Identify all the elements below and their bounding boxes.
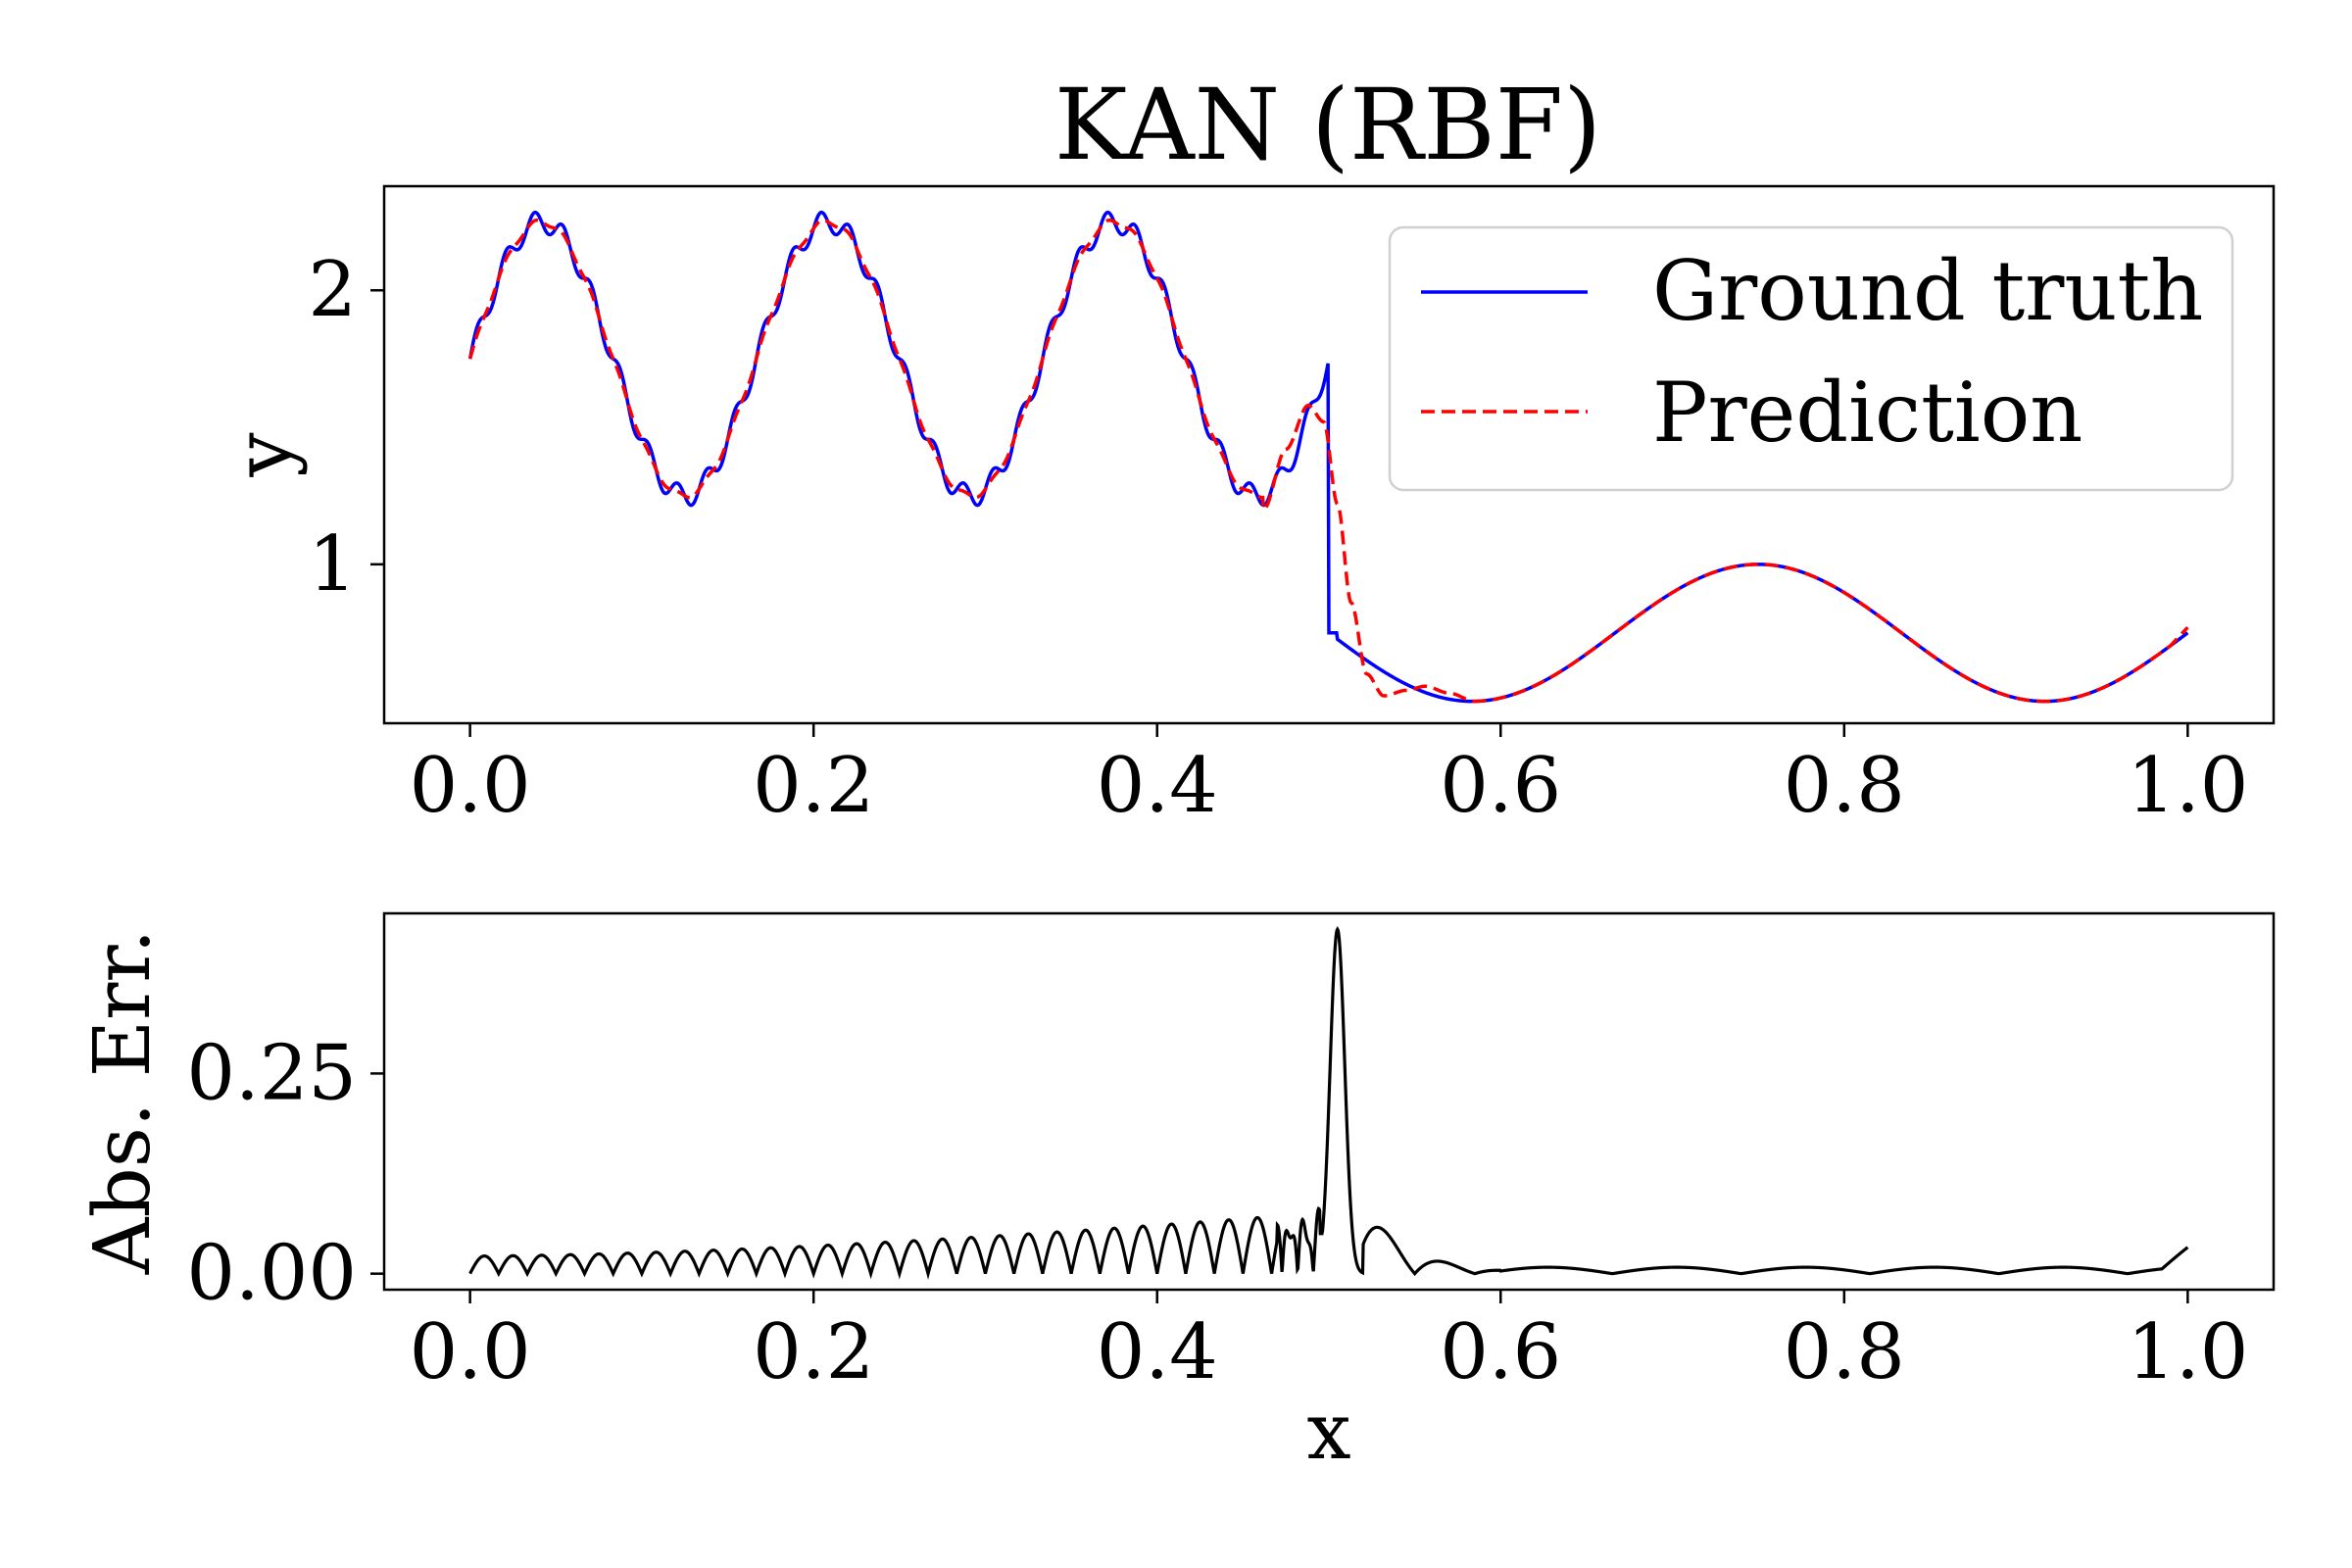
top-y-axis-label: y	[218, 432, 309, 477]
top-x-tick-label: 0.6	[1440, 742, 1561, 830]
legend-label-ground-truth: Ground truth	[1652, 243, 2203, 339]
bottom-x-tick-label: 0.6	[1440, 1308, 1561, 1396]
legend-box	[1388, 225, 2234, 492]
bottom-x-tick-label: 1.0	[2127, 1308, 2248, 1396]
bottom-plot-lines	[468, 925, 2189, 1280]
bottom-x-axis-label: x	[1306, 1386, 1350, 1477]
top-x-ticks: 0.0 0.2 0.4 0.6 0.8 1.0	[410, 723, 2248, 830]
top-axes-frame	[382, 184, 2276, 725]
bottom-y-tick-label: 0.25	[186, 1029, 357, 1117]
top-plot-lines	[467, 210, 2189, 704]
bottom-axes-frame	[382, 911, 2276, 1292]
top-y-tick-label: 1	[308, 520, 357, 609]
top-x-tick-label: 0.2	[753, 742, 874, 830]
series-prediction-line	[467, 218, 2189, 704]
bottom-x-tick-label: 0.0	[410, 1308, 531, 1396]
top-panel: 0.0 0.2 0.4 0.6 0.8 1.0 12 y Ground truth Pre…	[218, 184, 2276, 830]
series-abs-error-line	[468, 925, 2189, 1280]
bottom-x-tick-label: 0.8	[1784, 1308, 1905, 1396]
top-x-tick-label: 0.0	[410, 742, 531, 830]
bottom-y-ticks: 0.00 0.25	[186, 1029, 384, 1318]
bottom-x-ticks: 0.0 0.2 0.4 0.6 0.8 1.0	[410, 1290, 2248, 1396]
bottom-panel: 0.0 0.2 0.4 0.6 0.8 1.0 0.00 0.25 Abs. Err. x	[76, 911, 2276, 1477]
chart-title: KAN (RBF)	[1054, 68, 1601, 182]
top-y-tick-label: 2	[308, 246, 357, 334]
bottom-y-axis-label: Abs. Err.	[76, 929, 168, 1275]
top-y-ticks: 12	[308, 246, 384, 609]
bottom-x-tick-label: 0.2	[753, 1308, 874, 1396]
top-x-tick-label: 0.8	[1784, 742, 1905, 830]
legend-label-prediction: Prediction	[1652, 365, 2082, 461]
top-x-tick-label: 1.0	[2127, 742, 2248, 830]
bottom-y-tick-label: 0.00	[186, 1230, 357, 1318]
top-x-tick-label: 0.4	[1097, 742, 1218, 830]
bottom-x-tick-label: 0.4	[1097, 1308, 1218, 1396]
legend: Ground truth Prediction	[1388, 225, 2234, 492]
